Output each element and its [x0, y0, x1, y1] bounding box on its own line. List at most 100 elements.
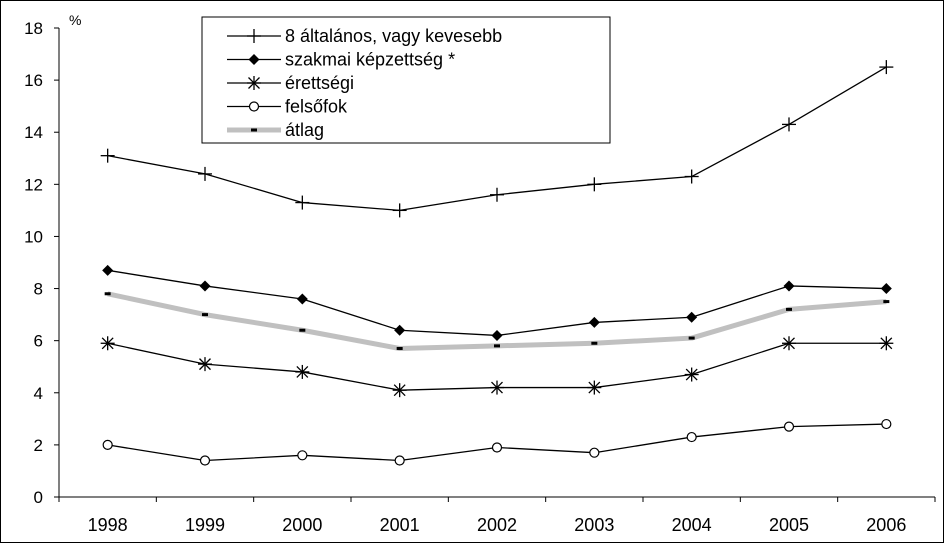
- x-tick-label: 2006: [866, 515, 906, 535]
- data-point: [684, 367, 699, 382]
- series-line-1: [107, 269, 887, 337]
- data-point: [490, 380, 504, 395]
- data-point: [297, 450, 308, 461]
- x-tick-label: 2004: [672, 515, 712, 535]
- data-point: [296, 293, 308, 305]
- data-point: [591, 341, 598, 345]
- data-point: [880, 283, 892, 295]
- legend-label: szakmai képzettség *: [285, 50, 455, 70]
- marker-shape: [296, 293, 308, 305]
- legend-entry: érettségi: [227, 73, 354, 93]
- data-point: [394, 324, 406, 336]
- marker-shape: [104, 292, 111, 296]
- marker-shape: [880, 283, 892, 295]
- x-tick-label: 1998: [88, 515, 128, 535]
- data-point: [199, 280, 211, 292]
- marker-shape: [396, 346, 403, 350]
- marker-shape: [686, 431, 697, 443]
- data-point: [883, 300, 890, 304]
- marker-shape: [588, 316, 600, 328]
- data-point: [491, 329, 503, 341]
- y-tick-label: 8: [34, 280, 43, 299]
- y-tick-label: 16: [24, 71, 43, 90]
- marker-stroke: [491, 381, 503, 394]
- legend-label: 8 általános, vagy kevesebb: [285, 26, 502, 46]
- series-4: [104, 291, 890, 351]
- legend-entry: szakmai képzettség *: [227, 50, 455, 70]
- legend-label: felsőfok: [285, 97, 348, 117]
- x-tick-label: 2002: [477, 515, 517, 535]
- data-point: [104, 292, 111, 296]
- legend-marker: [247, 76, 261, 90]
- legend-label: átlag: [285, 120, 324, 140]
- marker-shape: [491, 329, 503, 341]
- data-point: [202, 313, 208, 317]
- marker-shape: [881, 418, 892, 430]
- x-tick-label: 1999: [185, 515, 225, 535]
- legend-marker: [247, 29, 261, 43]
- marker-stroke: [685, 368, 698, 381]
- data-point: [491, 442, 503, 453]
- data-point: [102, 264, 114, 276]
- data-point: [782, 117, 796, 132]
- marker-shape: [589, 447, 600, 458]
- series-0: [100, 60, 894, 218]
- marker-shape: [297, 450, 308, 461]
- marker-shape: [202, 313, 208, 317]
- data-point: [494, 344, 500, 348]
- data-point: [396, 346, 403, 350]
- series-2: [100, 336, 894, 398]
- legend-marker: [251, 128, 257, 132]
- x-tick-label: 2005: [769, 515, 809, 535]
- marker-shape: [248, 101, 260, 112]
- data-point: [879, 60, 894, 75]
- legend-entry: 8 általános, vagy kevesebb: [227, 26, 502, 46]
- data-point: [198, 166, 212, 181]
- data-point: [392, 383, 407, 398]
- marker-shape: [248, 54, 260, 65]
- marker-stroke: [393, 384, 406, 397]
- marker-stroke: [248, 77, 260, 89]
- marker-shape: [199, 455, 211, 466]
- legend-entry: felsőfok: [227, 97, 348, 117]
- legend: 8 általános, vagy kevesebb szakmai képzet…: [201, 16, 611, 144]
- marker-shape: [786, 307, 792, 311]
- marker-stroke: [880, 337, 893, 350]
- y-tick-label: 12: [24, 175, 43, 194]
- marker-shape: [783, 280, 795, 292]
- marker-shape: [102, 264, 114, 276]
- marker-shape: [102, 439, 113, 450]
- marker-stroke: [296, 365, 309, 378]
- data-point: [782, 336, 796, 351]
- marker-shape: [299, 328, 306, 332]
- data-point: [100, 336, 115, 351]
- legend-label: érettségi: [285, 73, 354, 93]
- marker-shape: [199, 280, 211, 292]
- data-point: [394, 455, 405, 466]
- data-point: [102, 439, 113, 450]
- legend-entry: átlag: [227, 120, 324, 140]
- data-point: [686, 431, 697, 443]
- data-point: [589, 447, 600, 458]
- marker-stroke: [588, 381, 601, 394]
- data-point: [299, 328, 306, 332]
- marker-shape: [783, 421, 795, 432]
- marker-shape: [686, 311, 698, 323]
- data-point: [295, 364, 310, 379]
- data-point: [587, 177, 602, 192]
- marker-shape: [688, 336, 695, 340]
- marker-shape: [394, 455, 405, 466]
- data-point: [100, 148, 115, 163]
- series-3: [102, 418, 892, 466]
- data-point: [587, 380, 602, 395]
- x-tick-label: 2003: [574, 515, 614, 535]
- data-point: [783, 421, 795, 432]
- marker-stroke: [101, 337, 114, 350]
- series-1: [102, 264, 892, 341]
- marker-shape: [394, 324, 406, 336]
- data-point: [392, 203, 407, 218]
- marker-stroke: [783, 337, 795, 350]
- x-tick-label: 2000: [282, 515, 322, 535]
- data-point: [688, 336, 695, 340]
